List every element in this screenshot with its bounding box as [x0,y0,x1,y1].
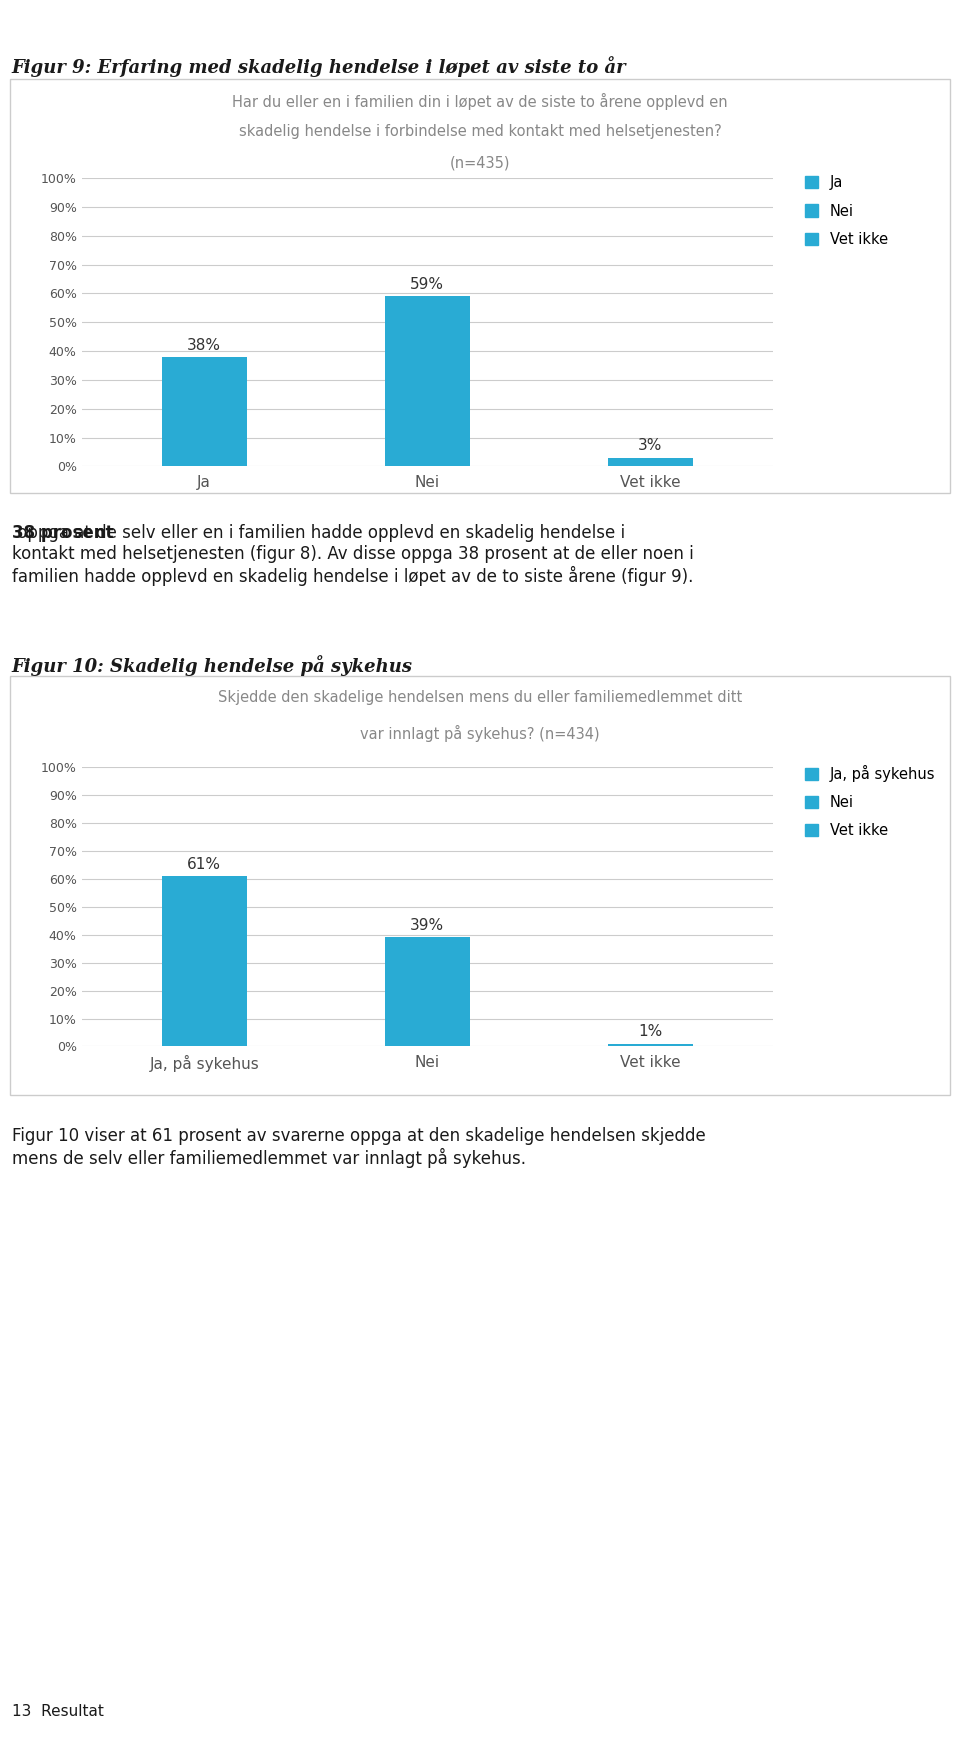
Text: 59%: 59% [410,278,444,292]
Bar [162,356,247,466]
Text: oppga at de selv eller en i familien hadde opplevd en skadelig hendelse i
kontak: oppga at de selv eller en i familien had… [12,524,693,587]
Text: 38%: 38% [187,337,221,353]
Legend: Ja, på sykehus, Nei, Vet ikke: Ja, på sykehus, Nei, Vet ikke [801,760,940,842]
Text: 61%: 61% [187,856,221,872]
Bar [608,458,692,466]
Text: 13  Resultat: 13 Resultat [12,1703,104,1719]
Bar [385,297,469,466]
Bar [385,938,469,1046]
Text: 1%: 1% [638,1024,662,1039]
Text: Figur 10 viser at 61 prosent av svarerne oppga at den skadelige hendelsen skjedd: Figur 10 viser at 61 prosent av svarerne… [12,1127,706,1169]
Text: Skjedde den skadelige hendelsen mens du eller familiemedlemmet ditt: Skjedde den skadelige hendelsen mens du … [218,690,742,706]
Bar [162,875,247,1046]
Bar [608,1043,692,1046]
Text: Figur 9: Erfaring med skadelig hendelse i løpet av siste to år: Figur 9: Erfaring med skadelig hendelse … [12,56,626,77]
Text: 39%: 39% [410,919,444,933]
Text: 38 prosent: 38 prosent [12,524,113,542]
Text: skadelig hendelse i forbindelse med kontakt med helsetjenesten?: skadelig hendelse i forbindelse med kont… [239,124,721,140]
Text: Har du eller en i familien din i løpet av de siste to årene opplevd en: Har du eller en i familien din i løpet a… [232,93,728,110]
Legend: Ja, Nei, Vet ikke: Ja, Nei, Vet ikke [801,171,893,252]
Text: 3%: 3% [638,438,662,454]
Text: var innlagt på sykehus? (n=434): var innlagt på sykehus? (n=434) [360,725,600,742]
Text: Figur 10: Skadelig hendelse på sykehus: Figur 10: Skadelig hendelse på sykehus [12,655,413,676]
Text: (n=435): (n=435) [449,155,511,171]
